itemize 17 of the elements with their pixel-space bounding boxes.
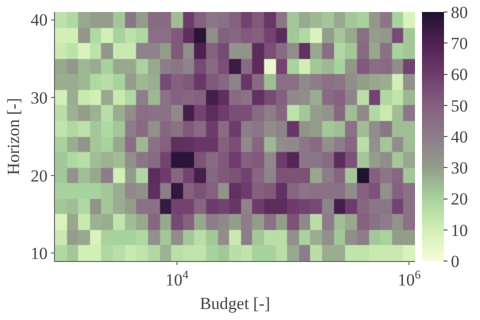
y-tick-label: 40	[30, 10, 48, 30]
y-tick-label: 10	[30, 244, 48, 264]
y-tick-label: 20	[30, 166, 48, 186]
y-axis-title: Horizon [-]	[4, 98, 24, 175]
color-bar-label: 70	[450, 34, 468, 54]
color-bar-label: 40	[450, 127, 468, 146]
x-tick-label: 10$^{4}$	[165, 267, 188, 290]
color-bar-label: 50	[450, 96, 468, 116]
color-bar-label: 60	[450, 65, 468, 84]
y-tick-label: 30	[30, 88, 48, 108]
color-bar-label: 0	[450, 252, 460, 271]
color-bar-label: 20	[450, 190, 468, 209]
color-bar-label: 10	[450, 220, 468, 240]
color-bar-label: 80	[450, 2, 468, 22]
x-axis-title: Budget [-]	[200, 294, 270, 313]
color-bar-label: 30	[450, 158, 468, 178]
x-tick-label: 10$^{6}$	[398, 267, 421, 290]
